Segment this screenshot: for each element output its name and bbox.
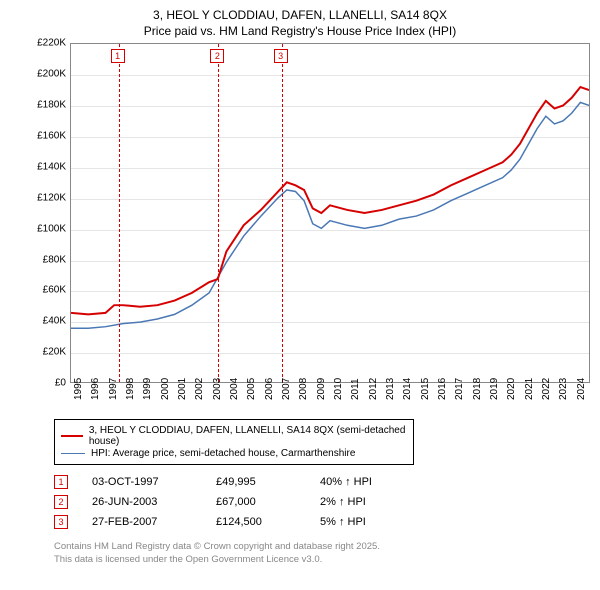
x-tick-label: 2018 [472,378,483,400]
x-tick-label: 2010 [333,378,344,400]
marker-box: 1 [111,49,125,63]
x-tick-label: 2004 [229,378,240,400]
attribution-line-1: Contains HM Land Registry data © Crown c… [54,541,590,553]
x-tick-label: 2023 [558,378,569,400]
title-line-1: 3, HEOL Y CLODDIAU, DAFEN, LLANELLI, SA1… [10,8,590,24]
y-tick-label: £140K [26,161,66,172]
y-tick-label: £100K [26,223,66,234]
chart-title: 3, HEOL Y CLODDIAU, DAFEN, LLANELLI, SA1… [10,8,590,39]
y-tick-label: £20K [26,347,66,358]
x-tick-label: 2014 [402,378,413,400]
marker-box: 3 [274,49,288,63]
legend: 3, HEOL Y CLODDIAU, DAFEN, LLANELLI, SA1… [54,419,414,465]
legend-item: 3, HEOL Y CLODDIAU, DAFEN, LLANELLI, SA1… [61,425,407,447]
transactions-table: 1 03-OCT-1997 £49,995 40% ↑ HPI 2 26-JUN-2003… [54,475,590,529]
x-tick-label: 1996 [90,378,101,400]
title-line-2: Price paid vs. HM Land Registry's House … [10,24,590,40]
x-axis-labels: 1995199619971998199920002001200220032004… [30,383,590,413]
x-tick-label: 2017 [454,378,465,400]
x-tick-label: 2008 [298,378,309,400]
marker-box: 2 [210,49,224,63]
legend-swatch [61,435,83,437]
transaction-row: 2 26-JUN-2003 £67,000 2% ↑ HPI [54,495,590,509]
legend-label: 3, HEOL Y CLODDIAU, DAFEN, LLANELLI, SA1… [89,425,407,447]
x-tick-label: 2016 [437,378,448,400]
transaction-marker-box: 1 [54,475,68,489]
y-tick-label: £200K [26,69,66,80]
transaction-row: 1 03-OCT-1997 £49,995 40% ↑ HPI [54,475,590,489]
x-tick-label: 2012 [368,378,379,400]
transaction-price: £124,500 [216,516,296,528]
x-tick-label: 2015 [420,378,431,400]
x-tick-label: 2019 [489,378,500,400]
x-tick-label: 1999 [142,378,153,400]
transaction-pct: 40% ↑ HPI [320,476,420,488]
plot-region [70,43,590,383]
chart-area: £0£20K£40K£60K£80K£100K£120K£140K£160K£1… [30,43,590,413]
y-tick-label: £40K [26,316,66,327]
x-tick-label: 2001 [177,378,188,400]
transaction-marker-box: 3 [54,515,68,529]
x-tick-label: 2005 [246,378,257,400]
y-tick-label: £120K [26,192,66,203]
transaction-price: £49,995 [216,476,296,488]
x-tick-label: 2024 [576,378,587,400]
marker-vline [119,44,120,382]
x-tick-label: 2022 [541,378,552,400]
series-line [71,103,589,329]
x-tick-label: 1997 [108,378,119,400]
transaction-marker-box: 2 [54,495,68,509]
transaction-date: 03-OCT-1997 [92,476,192,488]
transaction-date: 27-FEB-2007 [92,516,192,528]
attribution: Contains HM Land Registry data © Crown c… [54,541,590,566]
x-tick-label: 2002 [194,378,205,400]
series-line [71,87,589,314]
x-tick-label: 2009 [316,378,327,400]
transaction-date: 26-JUN-2003 [92,496,192,508]
line-chart-svg [71,44,589,382]
marker-vline [282,44,283,382]
x-tick-label: 2013 [385,378,396,400]
marker-vline [218,44,219,382]
x-tick-label: 2020 [506,378,517,400]
x-tick-label: 2000 [160,378,171,400]
x-tick-label: 2011 [350,379,361,401]
legend-item: HPI: Average price, semi-detached house,… [61,448,407,459]
transaction-price: £67,000 [216,496,296,508]
y-tick-label: £60K [26,285,66,296]
x-tick-label: 1995 [73,378,84,400]
attribution-line-2: This data is licensed under the Open Gov… [54,554,590,566]
x-tick-label: 2021 [524,378,535,400]
x-tick-label: 1998 [125,378,136,400]
y-tick-label: £80K [26,254,66,265]
x-tick-label: 2003 [212,378,223,400]
x-tick-label: 2007 [281,378,292,400]
y-tick-label: £160K [26,130,66,141]
transaction-pct: 5% ↑ HPI [320,516,420,528]
transaction-row: 3 27-FEB-2007 £124,500 5% ↑ HPI [54,515,590,529]
transaction-pct: 2% ↑ HPI [320,496,420,508]
x-tick-label: 2006 [264,378,275,400]
legend-swatch [61,453,85,454]
y-tick-label: £220K [26,38,66,49]
y-tick-label: £180K [26,100,66,111]
legend-label: HPI: Average price, semi-detached house,… [91,448,355,459]
